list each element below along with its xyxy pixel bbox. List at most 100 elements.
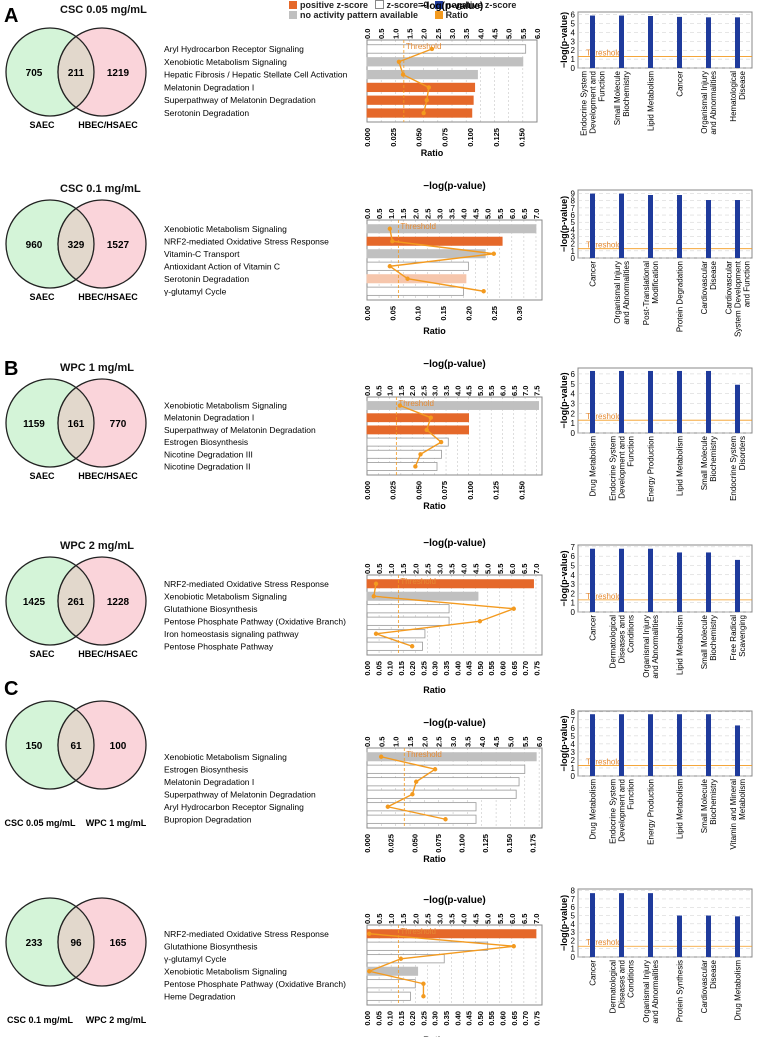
panel6-top-tick-label: 0.5 xyxy=(375,914,384,924)
panel4-pathway-bar xyxy=(366,629,426,639)
panel1-disease-ytick: 6 xyxy=(571,11,576,20)
panel5-top-tick-label: 4.5 xyxy=(492,737,501,747)
panel2-disease-label: Modification xyxy=(651,261,660,304)
panel4-top-tick-label: 2.5 xyxy=(423,564,432,574)
panel3-bottom-tick-label: 0.125 xyxy=(492,481,501,500)
panel4-top-tick-label: 6.0 xyxy=(508,564,517,574)
panel5-top-tick-label: 0.0 xyxy=(363,737,372,747)
panel3-disease-label: Biochemistry xyxy=(709,436,718,482)
panel5-disease-bar xyxy=(735,725,740,776)
legend-positive: positive z-score xyxy=(300,0,369,10)
panel1-disease-ytick: 1 xyxy=(571,55,576,64)
panel1-disease-ytick: 2 xyxy=(571,46,576,55)
panel2-top-tick-label: 0.0 xyxy=(363,209,372,219)
panel2-ratio-point xyxy=(491,251,497,256)
panel6-ratio-point xyxy=(421,981,426,986)
panel6-top-tick-label: 6.0 xyxy=(508,914,517,924)
panel6-bottom-tick-label: 0.60 xyxy=(498,1011,507,1026)
panel4-disease-label: Organismal Injury xyxy=(642,615,651,678)
panel2-disease-ytick: 3 xyxy=(571,233,576,242)
panel5-top-tick-label: 3.0 xyxy=(449,737,458,747)
panel5-pathway-bar xyxy=(366,814,477,824)
panel4-ratio-point xyxy=(409,644,415,649)
panel5-disease-bar xyxy=(590,714,595,776)
panel2-bottom-tick-label: 0.30 xyxy=(515,306,524,321)
panel1-plot-frame xyxy=(366,39,538,123)
panel5-pathway-bar xyxy=(366,764,526,774)
panel6-disease-label: Disease xyxy=(709,959,718,988)
panel4-disease-label: Scavenging xyxy=(738,615,747,657)
panel6-pathway-bar xyxy=(366,991,411,1001)
panel6-disease-bar xyxy=(706,915,711,957)
panel3-disease-ytick: 3 xyxy=(571,399,576,408)
panel3-pathway-label: Superpathway of Melatonin Degradation xyxy=(164,425,316,435)
panel2-ratio-point xyxy=(387,226,393,231)
panel6-bottom-tick-label: 0.45 xyxy=(465,1011,474,1026)
panel6-bottom-tick-label: 0.65 xyxy=(510,1011,519,1026)
panel2-disease-label: Cardiovascular xyxy=(700,261,709,315)
panel3-top-tick-label: 7.5 xyxy=(532,386,541,396)
panel4-venn-right-count: 1228 xyxy=(107,597,130,608)
panel6-disease-ytick: 1 xyxy=(571,945,576,954)
panel3-bottom-tick-label: 0.050 xyxy=(414,481,423,500)
panel5-disease-label: Metabolism xyxy=(738,779,747,820)
panel4-disease-label: Conditions xyxy=(627,615,636,653)
panel6-pathway-label: γ-glutamyl Cycle xyxy=(164,954,227,964)
panel5-pathway-bar xyxy=(366,789,517,799)
panel6-bottom-tick-label: 0.20 xyxy=(408,1011,417,1026)
panel2-venn-overlap xyxy=(57,207,95,281)
panel6-bottom-tick-label: 0.40 xyxy=(453,1011,462,1026)
panel1-disease-bar xyxy=(590,15,595,68)
panel2-bottom-tick-label: 0.15 xyxy=(439,306,448,321)
panel3-top-tick-label: 7.0 xyxy=(521,386,530,396)
panel3-plot-frame xyxy=(366,396,543,476)
panel1-disease-bar xyxy=(677,16,682,68)
panel1-pathway-bar xyxy=(366,108,473,118)
panel4-pathway-bar xyxy=(366,616,450,626)
panel6-ratio-point xyxy=(398,956,404,961)
panel4-disease-label: Lipid Metabolism xyxy=(676,615,685,675)
panel1-disease-bar xyxy=(648,16,653,68)
panel4-bottom-tick-label: 0.40 xyxy=(453,661,462,676)
panel1-pathway-label: Aryl Hydrocarbon Receptor Signaling xyxy=(164,44,304,54)
panel4-pathway-label: Xenobiotic Metabolism Signaling xyxy=(164,591,287,601)
panel3-top-tick-label: 6.5 xyxy=(510,386,519,396)
panel6-pathway-bar xyxy=(366,979,416,989)
panel5-bottom-tick-label: 0.050 xyxy=(410,834,419,853)
panel2-disease-label: Cancer xyxy=(589,261,598,287)
panel1-top-tick-label: 1.5 xyxy=(406,29,415,39)
panel3-disease-ytick: 1 xyxy=(571,419,576,428)
panel5-top-tick-label: 0.5 xyxy=(377,737,386,747)
panel6-disease-label: Cardiovascular xyxy=(700,960,709,1014)
panel3-disease-bar xyxy=(648,370,653,433)
panel6-venn-left-label: CSC 0.1 mg/mL xyxy=(7,1015,74,1025)
panel1-disease-label: and Abnormalities xyxy=(709,71,718,135)
panel1-pathway-bar xyxy=(366,44,527,54)
panel4-bottom-tick-label: 0.45 xyxy=(465,661,474,676)
panel1-disease-ytick: 3 xyxy=(571,37,576,46)
panel2-disease-bar xyxy=(706,200,711,258)
panel6-disease-label: Drug Metabolism xyxy=(734,960,743,1021)
panel6-disease-bar xyxy=(648,893,653,957)
panel4-pathway-bar xyxy=(366,579,534,589)
panel4-bottom-tick-label: 0.75 xyxy=(532,661,541,676)
panel3-disease-label: Endocrine System xyxy=(729,436,738,501)
panel4-top-tick-label: 1.0 xyxy=(387,564,396,574)
panel6-bottom-axis-title: Ratio xyxy=(423,1035,446,1037)
panel1-disease-threshold-label: Threshold xyxy=(586,48,622,57)
panel4-top-tick-label: 4.0 xyxy=(460,564,469,574)
panel1-disease-label: Hematological xyxy=(729,71,738,122)
panel3-disease-threshold-label: Threshold xyxy=(586,412,622,421)
panel1-top-tick-label: 0.5 xyxy=(377,29,386,39)
panel3-venn-title: WPC 1 mg/mL xyxy=(60,362,134,374)
panel-letter-B: B xyxy=(4,358,18,380)
panel6-bottom-tick-label: 0.25 xyxy=(419,1011,428,1026)
panel3-disease-ytick: 0 xyxy=(571,429,576,438)
panel1-venn-overlap xyxy=(57,35,95,109)
panel4-venn-left-count: 1425 xyxy=(23,597,46,608)
panel3-disease-ytick: 5 xyxy=(571,380,576,389)
panel4-disease-ytick: 2 xyxy=(571,589,576,598)
panel5-top-tick-label: 3.5 xyxy=(463,737,472,747)
panel5-disease-label: Development and xyxy=(618,779,627,842)
panel6-top-tick-label: 5.0 xyxy=(484,914,493,924)
